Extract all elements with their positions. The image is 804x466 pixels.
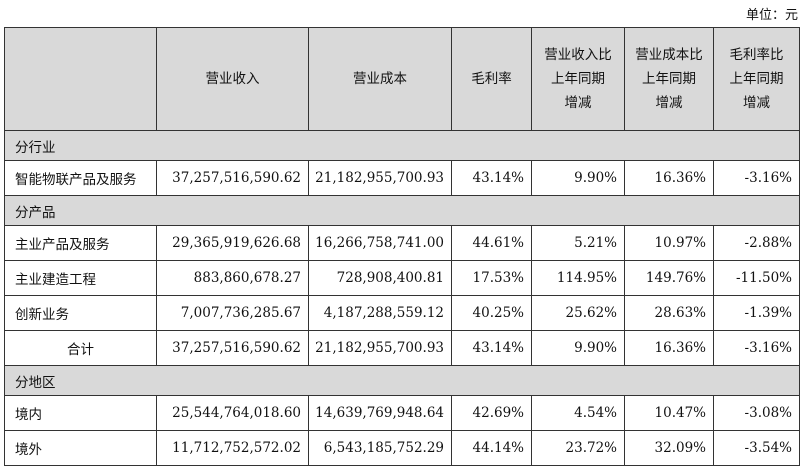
table-row: 境外 11,712,752,572.02 6,543,185,752.29 44…	[4, 430, 800, 466]
unit-label: 单位：元	[745, 8, 798, 23]
cell-gross-margin: 42.69%	[451, 395, 532, 431]
cell-revenue: 37,257,516,590.62	[156, 160, 309, 196]
header-revenue-change-line1: 营业收入比	[544, 47, 612, 63]
header-row: 营业收入 营业成本 毛利率 营业收入比 上年同期 增减 营业成本比 上年同期 增…	[4, 27, 800, 131]
revenue-breakdown-table: 营业收入 营业成本 毛利率 营业收入比 上年同期 增减 营业成本比 上年同期 增…	[4, 27, 800, 466]
cell-gross-margin: 40.25%	[451, 295, 532, 331]
row-label: 智能物联产品及服务	[4, 160, 157, 196]
table-row: 境内 25,544,764,018.60 14,639,769,948.64 4…	[4, 395, 800, 431]
cell-cost-change: 16.36%	[624, 160, 714, 196]
header-margin-change-line2: 上年同期	[729, 71, 784, 87]
cell-cost-change: 16.36%	[624, 330, 714, 366]
cell-revenue-change: 25.62%	[531, 295, 625, 331]
section-row-region: 分地区	[4, 365, 800, 396]
header-margin-change: 毛利率比 上年同期 增减	[713, 27, 800, 131]
row-label: 境内	[4, 395, 157, 431]
table-row: 创新业务 7,007,736,285.67 4,187,288,559.12 4…	[4, 295, 800, 331]
cell-revenue-change: 5.21%	[531, 225, 625, 261]
table-row: 智能物联产品及服务 37,257,516,590.62 21,182,955,7…	[4, 160, 800, 196]
cell-revenue: 7,007,736,285.67	[156, 295, 309, 331]
cell-cost: 21,182,955,700.93	[308, 330, 452, 366]
cell-cost: 16,266,758,741.00	[308, 225, 452, 261]
cell-revenue: 37,257,516,590.62	[156, 330, 309, 366]
header-category	[4, 27, 157, 131]
header-cost-change-line2: 上年同期	[642, 71, 696, 87]
cell-revenue: 883,860,678.27	[156, 260, 309, 296]
cell-margin-change: -1.39%	[713, 295, 800, 331]
cell-revenue: 25,544,764,018.60	[156, 395, 309, 431]
cell-cost-change: 10.47%	[624, 395, 714, 431]
header-cost-change-line3: 增减	[655, 95, 683, 111]
table-row: 主业建造工程 883,860,678.27 728,908,400.81 17.…	[4, 260, 800, 296]
header-revenue-change: 营业收入比 上年同期 增减	[531, 27, 625, 131]
cell-cost: 21,182,955,700.93	[308, 160, 452, 196]
cell-margin-change: -3.16%	[713, 330, 800, 366]
header-cost: 营业成本	[308, 27, 452, 131]
cell-gross-margin: 17.53%	[451, 260, 532, 296]
row-label: 主业建造工程	[4, 260, 157, 296]
cell-cost-change: 10.97%	[624, 225, 714, 261]
cell-revenue-change: 114.95%	[531, 260, 625, 296]
cell-revenue: 11,712,752,572.02	[156, 430, 309, 466]
cell-gross-margin: 43.14%	[451, 330, 532, 366]
cell-gross-margin: 44.14%	[451, 430, 532, 466]
cell-cost-change: 32.09%	[624, 430, 714, 466]
header-cost-change: 营业成本比 上年同期 增减	[624, 27, 714, 131]
table-row: 主业产品及服务 29,365,919,626.68 16,266,758,741…	[4, 225, 800, 261]
cell-cost: 728,908,400.81	[308, 260, 452, 296]
header-margin-change-line1: 毛利率比	[729, 47, 784, 63]
cell-cost-change: 149.76%	[624, 260, 714, 296]
cell-margin-change: -3.16%	[713, 160, 800, 196]
cell-cost: 14,639,769,948.64	[308, 395, 452, 431]
cell-cost: 6,543,185,752.29	[308, 430, 452, 466]
section-label: 分产品	[4, 195, 800, 226]
cell-gross-margin: 44.61%	[451, 225, 532, 261]
section-row-industry: 分行业	[4, 130, 800, 161]
row-label: 主业产品及服务	[4, 225, 157, 261]
cell-cost-change: 28.63%	[624, 295, 714, 331]
header-gross-margin: 毛利率	[451, 27, 532, 131]
cell-revenue: 29,365,919,626.68	[156, 225, 309, 261]
cell-gross-margin: 43.14%	[451, 160, 532, 196]
section-row-product: 分产品	[4, 195, 800, 226]
header-revenue-change-line2: 上年同期	[551, 71, 605, 87]
row-label: 创新业务	[4, 295, 157, 331]
cell-margin-change: -11.50%	[713, 260, 800, 296]
cell-revenue-change: 4.54%	[531, 395, 625, 431]
total-row: 合计 37,257,516,590.62 21,182,955,700.93 4…	[4, 330, 800, 366]
section-label: 分行业	[4, 130, 800, 161]
cell-revenue-change: 23.72%	[531, 430, 625, 466]
cell-margin-change: -3.54%	[713, 430, 800, 466]
cell-margin-change: -2.88%	[713, 225, 800, 261]
cell-revenue-change: 9.90%	[531, 160, 625, 196]
header-revenue: 营业收入	[156, 27, 309, 131]
header-revenue-change-line3: 增减	[564, 95, 592, 111]
header-margin-change-line3: 增减	[743, 95, 770, 111]
row-label: 境外	[4, 430, 157, 466]
cell-margin-change: -3.08%	[713, 395, 800, 431]
header-cost-change-line1: 营业成本比	[635, 47, 703, 63]
row-label: 合计	[4, 330, 157, 366]
cell-revenue-change: 9.90%	[531, 330, 625, 366]
section-label: 分地区	[4, 365, 800, 396]
cell-cost: 4,187,288,559.12	[308, 295, 452, 331]
